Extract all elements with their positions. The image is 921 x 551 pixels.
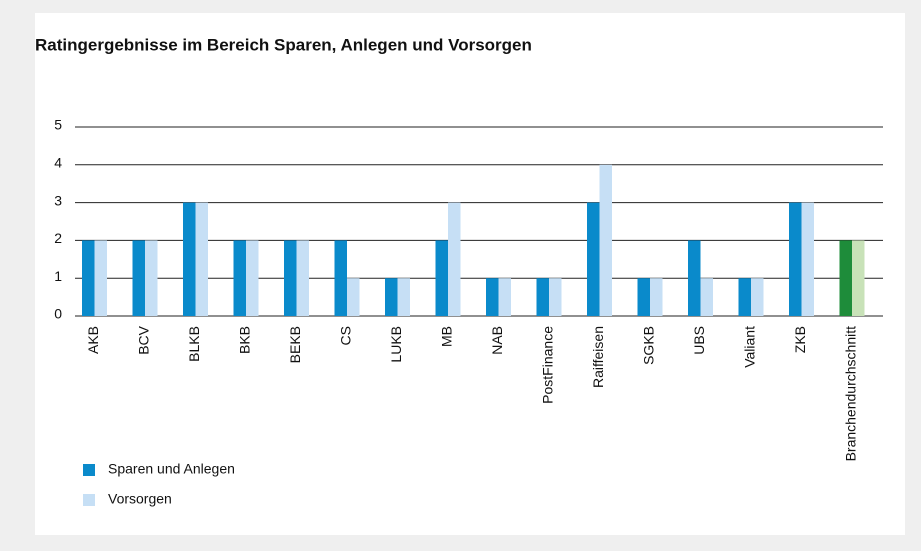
x-tick-label: AKB xyxy=(85,326,101,354)
bar xyxy=(700,278,713,316)
x-tick-label: LUKB xyxy=(388,326,404,363)
x-tick-label: MB xyxy=(439,326,455,347)
bar xyxy=(94,240,107,316)
x-tick-label: BLKB xyxy=(186,326,202,362)
bar xyxy=(839,240,852,316)
bar xyxy=(284,240,297,316)
y-tick-label: 2 xyxy=(54,230,62,246)
bar xyxy=(852,240,865,316)
bar xyxy=(82,240,95,316)
x-tick-label: ZKB xyxy=(792,326,808,353)
bar xyxy=(599,164,612,316)
bar xyxy=(334,240,347,316)
bar xyxy=(738,278,751,316)
bar xyxy=(397,278,410,316)
bar xyxy=(448,202,461,316)
x-tick-label: BKB xyxy=(237,326,253,354)
bar xyxy=(132,240,145,316)
panel xyxy=(35,13,905,535)
legend-swatch xyxy=(83,464,95,476)
y-tick-label: 5 xyxy=(54,117,62,133)
y-tick-label: 0 xyxy=(54,306,62,322)
bar xyxy=(347,278,360,316)
legend-swatch xyxy=(83,494,95,506)
x-tick-label: SGKB xyxy=(641,326,657,365)
bar xyxy=(145,240,158,316)
x-tick-label: Branchendurchschnitt xyxy=(843,326,859,462)
x-tick-label: Valiant xyxy=(742,326,758,368)
y-tick-label: 1 xyxy=(54,268,62,284)
bar xyxy=(688,240,701,316)
bar xyxy=(637,278,650,316)
bar xyxy=(789,202,802,316)
bar xyxy=(751,278,764,316)
legend-label: Vorsorgen xyxy=(108,491,172,507)
bar xyxy=(498,278,511,316)
x-tick-label: NAB xyxy=(489,326,505,355)
bar xyxy=(486,278,499,316)
x-tick-label: PostFinance xyxy=(540,326,556,404)
x-tick-label: BEKB xyxy=(287,326,303,363)
bar xyxy=(195,202,208,316)
bar xyxy=(385,278,398,316)
legend-label: Sparen und Anlegen xyxy=(108,461,235,477)
bar xyxy=(549,278,562,316)
x-tick-label: CS xyxy=(338,326,354,345)
y-tick-label: 3 xyxy=(54,192,62,208)
bar xyxy=(536,278,549,316)
bar xyxy=(801,202,814,316)
chart-title: Ratingergebnisse im Bereich Sparen, Anle… xyxy=(35,35,532,54)
x-tick-label: Raiffeisen xyxy=(590,326,606,388)
bar xyxy=(435,240,448,316)
bar xyxy=(296,240,309,316)
bar xyxy=(233,240,246,316)
x-tick-label: BCV xyxy=(136,325,152,354)
y-tick-label: 4 xyxy=(54,155,62,171)
bar xyxy=(587,202,600,316)
x-tick-label: UBS xyxy=(691,326,707,355)
bar xyxy=(650,278,663,316)
bar xyxy=(183,202,196,316)
bar xyxy=(246,240,259,316)
